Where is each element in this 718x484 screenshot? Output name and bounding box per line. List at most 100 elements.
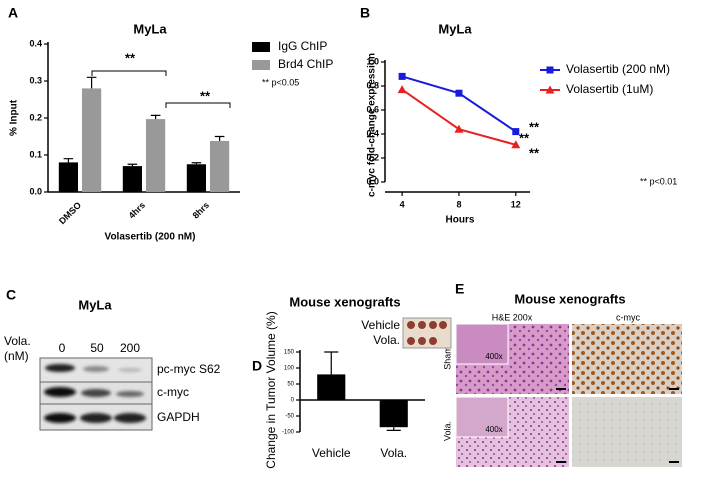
y-tick-label: 100 xyxy=(284,366,295,372)
annotation: ** xyxy=(519,130,530,145)
tumor xyxy=(418,321,426,329)
annotation: ** p<0.01 xyxy=(640,176,677,186)
x-tick-label: DMSO xyxy=(57,200,83,226)
legend-marker xyxy=(546,66,554,74)
annotation: ** xyxy=(529,119,540,134)
annotation: ** xyxy=(125,50,136,65)
treatment-label: Vola. xyxy=(4,334,31,348)
x-axis-label: Volasertib (200 nM) xyxy=(105,232,196,243)
micrograph xyxy=(572,397,682,467)
x-tick-label: 12 xyxy=(511,199,521,209)
y-tick-label: 50 xyxy=(287,382,294,388)
bar xyxy=(58,162,78,192)
tumor xyxy=(429,337,437,345)
error-bar xyxy=(214,135,225,141)
bar xyxy=(186,164,206,192)
row-label: Vola. xyxy=(442,421,452,441)
marker xyxy=(398,72,406,80)
x-tick-label: 8hrs xyxy=(191,200,212,221)
y-tick-label: 0 xyxy=(291,398,295,404)
tumor xyxy=(429,321,437,329)
y-tick-label: 0.0 xyxy=(366,176,379,186)
column-label: c-myc xyxy=(616,312,640,322)
treatment-label: (nM) xyxy=(4,349,29,363)
error-bar xyxy=(127,163,138,167)
panel-label: B xyxy=(360,5,370,21)
tumor xyxy=(407,337,415,345)
x-axis-label: Hours xyxy=(446,215,475,226)
bar xyxy=(82,88,102,192)
y-tick-label: 0.1 xyxy=(29,149,42,159)
error-bar xyxy=(324,351,339,375)
inset xyxy=(455,396,509,438)
scale-bar xyxy=(556,461,566,463)
bar xyxy=(210,140,230,192)
error-bar xyxy=(191,162,202,165)
row-label: Sham xyxy=(442,346,452,370)
marker xyxy=(455,89,463,97)
marker xyxy=(511,140,521,149)
dose-label: 0 xyxy=(59,341,66,355)
histology-panel: E Mouse xenografts H&E 200x c-myc Sham V… xyxy=(442,281,682,467)
inset xyxy=(455,323,509,365)
marker xyxy=(397,85,407,94)
scale-bar xyxy=(556,388,566,390)
tumor xyxy=(418,337,426,345)
dose-label: 200 xyxy=(120,341,140,355)
row-label: GAPDH xyxy=(157,410,200,424)
scale-bar xyxy=(669,461,679,463)
tumor xyxy=(439,321,447,329)
y-axis-label: % Input xyxy=(9,99,20,136)
x-tick-label: 8 xyxy=(456,199,461,209)
column-label: H&E 200x xyxy=(492,312,533,322)
line xyxy=(401,88,517,146)
inset-label: 400x xyxy=(485,352,502,361)
blot-panel: C MyLa Vola. (nM) 0 50 200 pc-myc S62 c-… xyxy=(4,287,221,431)
legend-label: Volasertib (1uM) xyxy=(566,82,653,96)
panel-label: C xyxy=(6,287,16,303)
marker xyxy=(454,124,464,133)
y-tick-label: 0.4 xyxy=(366,128,379,138)
chart-title: MyLa xyxy=(438,21,472,36)
y-tick-label: 0.2 xyxy=(366,152,379,162)
bracket xyxy=(91,70,167,76)
bar xyxy=(146,119,166,192)
panel-label: D xyxy=(252,358,262,374)
inset-label: Vola. xyxy=(373,333,400,347)
legend-label: Brd4 ChIP xyxy=(278,57,333,71)
bands xyxy=(44,364,146,423)
x-tick-label: 4 xyxy=(400,199,405,209)
error-bar xyxy=(386,427,401,431)
chart-title: MyLa xyxy=(133,21,167,36)
panel-label: A xyxy=(8,5,18,21)
legend-label: IgG ChIP xyxy=(278,39,327,53)
annotation: ** xyxy=(529,145,540,160)
error-bar xyxy=(150,114,161,120)
y-tick-label: 0.6 xyxy=(366,104,379,114)
micrograph xyxy=(572,324,682,394)
error-bar xyxy=(63,158,74,163)
legend-marker xyxy=(545,85,555,94)
histology-title: Mouse xenografts xyxy=(514,291,625,306)
marker xyxy=(512,128,520,136)
legend-label: Volasertib (200 nM) xyxy=(566,62,670,76)
y-tick-label: 0.8 xyxy=(366,80,379,90)
scale-bar xyxy=(669,388,679,390)
chart-title: Mouse xenografts xyxy=(289,294,400,309)
y-tick-label: 1.0 xyxy=(366,56,379,66)
tumor xyxy=(407,321,415,329)
y-tick-label: 0.4 xyxy=(29,38,42,48)
legend-swatch xyxy=(252,60,270,70)
annotation: ** xyxy=(200,88,211,103)
bracket xyxy=(165,102,231,108)
legend-swatch xyxy=(252,42,270,52)
y-tick-label: -50 xyxy=(285,414,294,420)
dose-label: 50 xyxy=(90,341,104,355)
x-tick-label: Vola. xyxy=(380,446,407,460)
row-label: pc-myc S62 xyxy=(157,362,221,376)
annotation: ** p<0.05 xyxy=(262,77,299,87)
inset-label: Vehicle xyxy=(361,318,400,332)
blot-title: MyLa xyxy=(78,297,112,312)
bar xyxy=(122,166,142,192)
